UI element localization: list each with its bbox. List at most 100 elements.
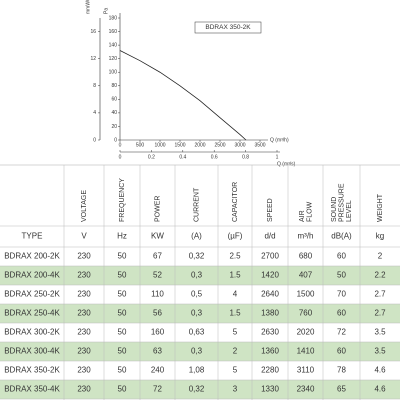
unit-label: Hz — [117, 232, 127, 241]
cell: 1.5 — [229, 309, 241, 318]
cell: 1380 — [261, 309, 279, 318]
x-axis-label: Q (m³/h) — [270, 137, 289, 143]
cell: BDRAX 300-2K — [4, 328, 60, 337]
y2-tick-label: 0 — [93, 137, 96, 143]
cell: 230 — [77, 271, 91, 280]
cell: 0,32 — [189, 385, 205, 394]
row-bg — [0, 247, 400, 266]
cell: 760 — [299, 309, 313, 318]
cell: BDRAX 350-4K — [4, 385, 60, 394]
row-bg — [0, 342, 400, 361]
x-tick-label: 2500 — [214, 142, 225, 148]
cell: 50 — [118, 347, 127, 356]
column-header: FREQUENCY — [119, 178, 126, 222]
cell: 2.5 — [229, 252, 241, 261]
y-axis-label: Pa — [103, 8, 109, 14]
cell: 160 — [151, 328, 165, 337]
x-tick-label: 0 — [119, 142, 122, 148]
unit-label: kg — [376, 232, 384, 241]
cell: 2.7 — [374, 290, 386, 299]
column-header: SPEED — [267, 198, 274, 222]
y-tick-label: 100 — [109, 70, 118, 76]
cell: BDRAX 350-2K — [4, 366, 60, 375]
y-tick-label: 120 — [109, 56, 118, 62]
row-bg — [0, 323, 400, 342]
cell: 70 — [337, 290, 346, 299]
unit-label: TYPE — [22, 232, 43, 241]
unit-label: (A) — [191, 232, 202, 241]
column-header: CAPACITOR — [232, 182, 239, 222]
cell: 3.5 — [374, 328, 386, 337]
cell: 50 — [337, 271, 346, 280]
cell: 1330 — [261, 385, 279, 394]
cell: 0,3 — [191, 347, 203, 356]
cell: 230 — [77, 347, 91, 356]
cell: 2020 — [297, 328, 315, 337]
y-tick-label: 140 — [109, 42, 118, 48]
x2-tick-label: 0.4 — [179, 154, 186, 160]
x-tick-label: 3500 — [254, 142, 265, 148]
legend-label: BDRAX 350-2K — [205, 24, 251, 31]
cell: 5 — [233, 328, 238, 337]
x-tick-label: 3000 — [234, 142, 245, 148]
cell: 50 — [118, 290, 127, 299]
cell: 50 — [118, 271, 127, 280]
cell: 240 — [151, 366, 165, 375]
cell: 230 — [77, 385, 91, 394]
cell: BDRAX 250-2K — [4, 290, 60, 299]
cell: 230 — [77, 290, 91, 299]
y-tick-label: 160 — [109, 29, 118, 35]
cell: 72 — [153, 385, 162, 394]
cell: 0,3 — [191, 309, 203, 318]
x2-tick-label: 0 — [119, 154, 122, 160]
cell: 0,32 — [189, 252, 205, 261]
cell: 2700 — [261, 252, 279, 261]
cell: 56 — [153, 309, 162, 318]
cell: 4.6 — [374, 366, 386, 375]
cell: 110 — [151, 290, 164, 299]
cell: 3.5 — [374, 347, 386, 356]
column-header: SOUNDPRESSURELEVEL — [331, 183, 353, 222]
cell: BDRAX 250-4K — [4, 309, 60, 318]
column-header: POWER — [154, 196, 161, 222]
x2-tick-label: 0.8 — [242, 154, 249, 160]
unit-label: m³/h — [298, 232, 314, 241]
cell: 60 — [337, 252, 346, 261]
cell: 1420 — [261, 271, 279, 280]
row-bg — [0, 361, 400, 380]
y-tick-label: 20 — [111, 124, 117, 130]
unit-label: (µF) — [228, 232, 243, 241]
cell: 3110 — [297, 366, 315, 375]
row-bg — [0, 380, 400, 399]
column-header: WEIGHT — [377, 193, 384, 222]
unit-label: V — [81, 232, 87, 241]
column-header: CURRENT — [193, 187, 200, 222]
cell: 230 — [77, 366, 91, 375]
cell: 5 — [233, 366, 238, 375]
x-tick-label: 500 — [136, 142, 145, 148]
row-bg — [0, 285, 400, 304]
cell: 680 — [299, 252, 313, 261]
cell: 2640 — [261, 290, 279, 299]
cell: 1500 — [297, 290, 315, 299]
cell: 67 — [153, 252, 162, 261]
x2-tick-label: 1 — [276, 154, 279, 160]
column-header: AIRFLOW — [299, 201, 314, 222]
cell: 2 — [378, 252, 383, 261]
cell: 4 — [233, 290, 238, 299]
cell: 65 — [337, 385, 346, 394]
y2-tick-label: 8 — [93, 83, 96, 89]
y-tick-label: 180 — [109, 15, 118, 21]
unit-label: d/d — [264, 232, 275, 241]
cell: 2340 — [297, 385, 315, 394]
x2-axis-label: Q (m³/s) — [277, 161, 296, 167]
cell: 52 — [153, 271, 162, 280]
cell: 2630 — [261, 328, 279, 337]
cell: 230 — [77, 252, 91, 261]
cell: 3 — [233, 385, 238, 394]
unit-label: dB(A) — [331, 232, 352, 241]
cell: BDRAX 300-4K — [4, 347, 60, 356]
cell: 50 — [118, 328, 127, 337]
row-bg — [0, 266, 400, 285]
cell: 72 — [337, 328, 346, 337]
